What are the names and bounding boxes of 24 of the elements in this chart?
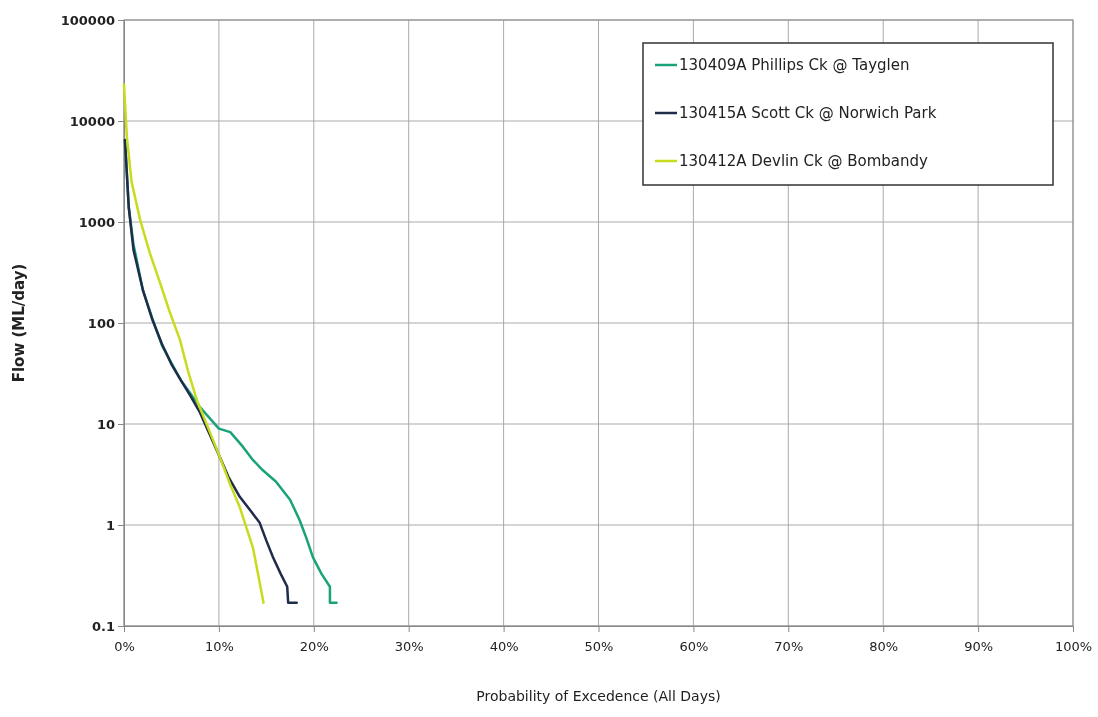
y-tick-label: 100 [87,315,115,331]
x-tick-label: 40% [489,638,519,654]
legend-label: 130412A Devlin Ck @ Bombandy [679,152,929,170]
y-tick-label: 10000 [69,113,115,129]
x-tick-label: 0% [114,638,135,654]
x-tick-label: 90% [964,638,994,654]
x-tick-label: 10% [204,638,234,654]
x-tick-label: 100% [1054,638,1093,654]
x-tick-label: 20% [299,638,329,654]
line-series [122,83,265,604]
legend-label: 130409A Phillips Ck @ Tayglen [679,56,910,74]
y-tick-label: 100000 [60,12,115,28]
x-tick-label: 50% [584,638,614,654]
x-tick-label: 70% [774,638,804,654]
y-axis-title: Flow (ML/day) [10,263,28,383]
x-axis-title: Probability of Excedence (All Days) [476,688,721,704]
y-tick-label: 1 [105,517,115,533]
x-tick-label: 30% [394,638,424,654]
x-tick-label: 60% [679,638,709,654]
y-tick-label: 10 [96,416,115,432]
legend-label: 130415A Scott Ck @ Norwich Park [679,104,937,122]
y-tick-label: 1000 [78,214,115,230]
x-tick-label: 80% [869,638,899,654]
y-tick-label: 0.1 [91,618,115,634]
